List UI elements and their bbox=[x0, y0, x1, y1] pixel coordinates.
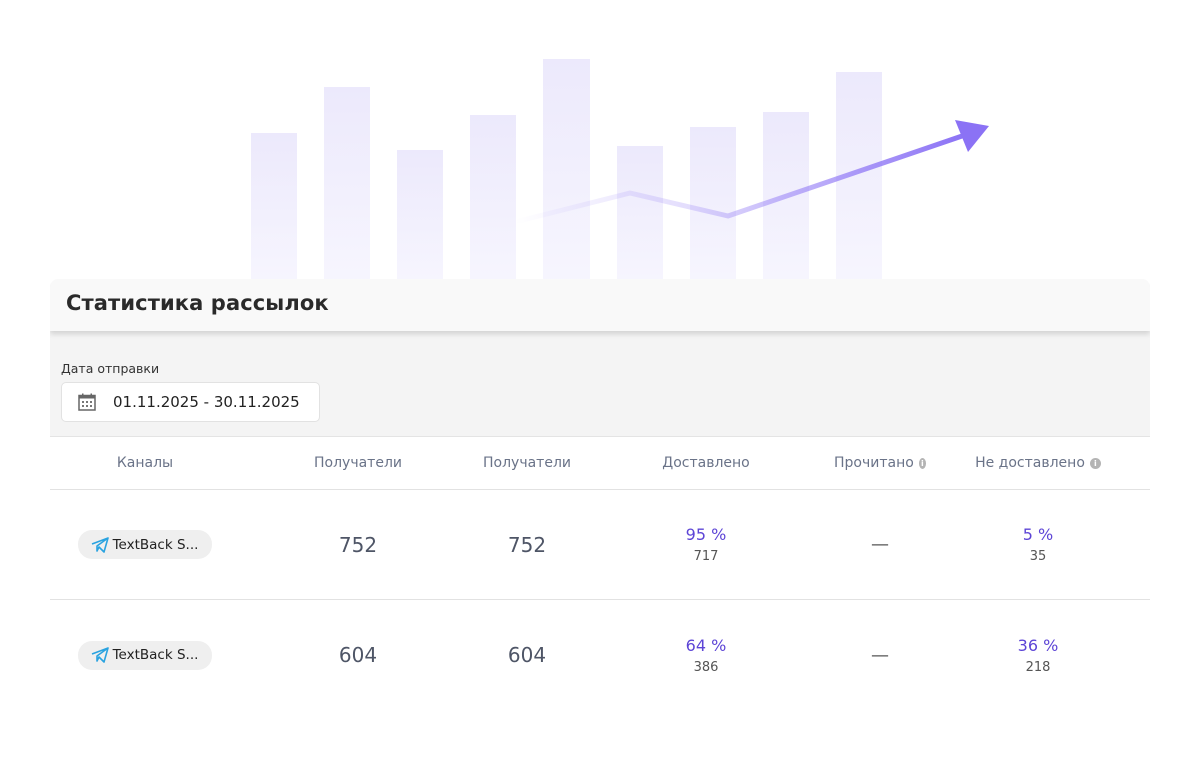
calendar-icon bbox=[78, 393, 96, 411]
recipients-value: 604 bbox=[507, 643, 547, 667]
header-label: Получатели bbox=[314, 455, 402, 471]
decorative-growth-chart bbox=[251, 59, 989, 290]
header-label: Не доставлено bbox=[975, 455, 1085, 471]
delivered-count: 386 bbox=[693, 659, 719, 675]
channel-chip[interactable]: TextBack S... bbox=[77, 530, 213, 559]
channel-name: TextBack S... bbox=[112, 536, 199, 553]
date-range-picker[interactable]: 01.11.2025 - 30.11.2025 bbox=[61, 382, 320, 422]
channel-chip[interactable]: TextBack S... bbox=[77, 640, 213, 670]
header-label: Прочитано bbox=[834, 455, 914, 471]
delivered-count: 717 bbox=[693, 549, 719, 564]
undelivered-count: 35 bbox=[1029, 549, 1047, 564]
trend-arrow-line bbox=[514, 132, 966, 225]
read-value: — bbox=[871, 644, 889, 666]
header-label: Получатели bbox=[483, 455, 571, 471]
table-body: TextBack S... 752 752 95 % 717 — 5 % 35 Te… bbox=[50, 490, 1150, 710]
date-filter-label: Дата отправки bbox=[61, 361, 160, 376]
delivered-percent: 95 % bbox=[685, 525, 727, 544]
undelivered-percent: 5 % bbox=[1022, 525, 1054, 544]
table-header: Каналы Получатели Получатели Доставлено … bbox=[50, 437, 1150, 490]
page-title: Статистика рассылок bbox=[66, 291, 329, 315]
header-read[interactable]: Прочитано i bbox=[834, 455, 926, 471]
undelivered-count: 218 bbox=[1025, 659, 1051, 675]
read-value: — bbox=[871, 534, 889, 555]
header-undelivered[interactable]: Не доставлено i bbox=[926, 455, 1150, 471]
date-range-value: 01.11.2025 - 30.11.2025 bbox=[113, 393, 300, 411]
header-recipients-2[interactable]: Получатели bbox=[476, 455, 578, 471]
recipients-value: 604 bbox=[338, 643, 378, 667]
header-delivered[interactable]: Доставлено bbox=[578, 455, 834, 471]
header-label: Доставлено bbox=[662, 455, 750, 471]
telegram-icon bbox=[91, 647, 109, 663]
channel-name: TextBack S... bbox=[112, 647, 199, 663]
table-row: TextBack S... 604 604 64 % 386 — 36 % 218 bbox=[50, 600, 1150, 710]
delivered-percent: 64 % bbox=[685, 635, 727, 655]
table-row: TextBack S... 752 752 95 % 717 — 5 % 35 bbox=[50, 490, 1150, 600]
header-channels[interactable]: Каналы bbox=[50, 455, 240, 471]
card-header: Статистика рассылок bbox=[50, 279, 1150, 331]
decor-bars bbox=[251, 59, 882, 290]
telegram-icon bbox=[91, 536, 109, 553]
filters-panel: Дата отправки 01.11.2025 - 30.11.2025 bbox=[50, 331, 1150, 437]
trend-arrow-head bbox=[955, 120, 989, 152]
mailing-stats-card: Статистика рассылок Дата отправки 01.11.… bbox=[50, 279, 1150, 710]
info-icon[interactable]: i bbox=[1089, 457, 1101, 469]
info-icon[interactable]: i bbox=[918, 457, 926, 469]
header-recipients[interactable]: Получатели bbox=[240, 455, 476, 471]
recipients-value: 752 bbox=[507, 532, 547, 557]
recipients-value: 752 bbox=[338, 532, 378, 557]
undelivered-percent: 36 % bbox=[1017, 635, 1059, 655]
header-label: Каналы bbox=[116, 455, 174, 471]
